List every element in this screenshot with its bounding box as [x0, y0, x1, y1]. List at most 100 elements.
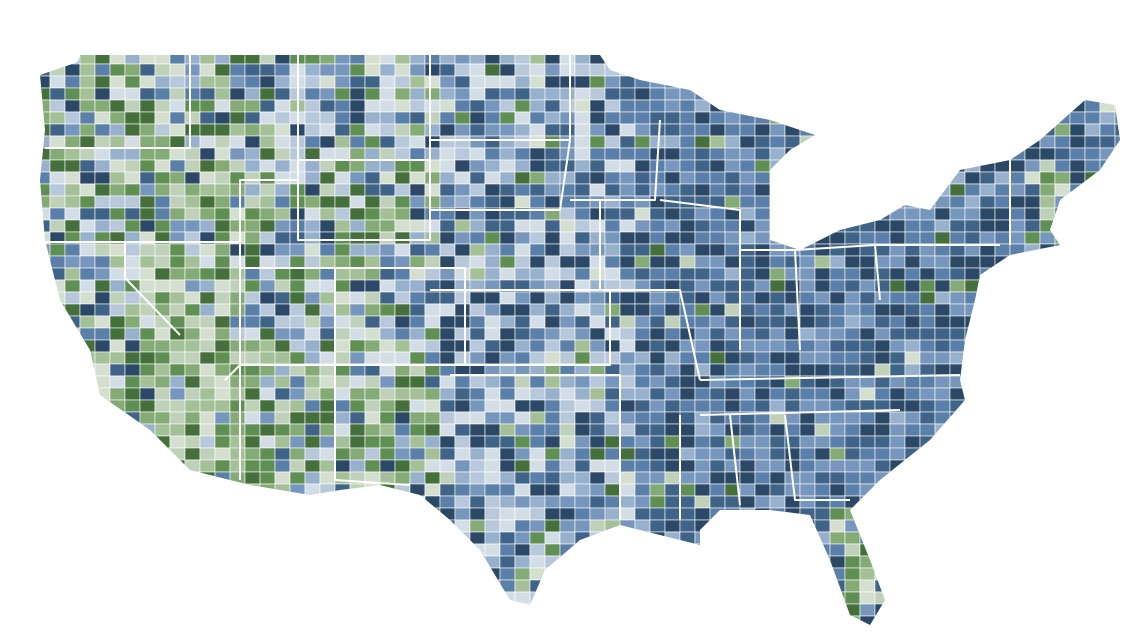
county [139, 387, 156, 401]
county [799, 327, 816, 341]
county [214, 55, 231, 65]
county [964, 231, 981, 245]
county [169, 579, 186, 593]
county [214, 243, 231, 257]
county [109, 123, 126, 137]
county [469, 351, 486, 365]
county [409, 555, 426, 569]
county [379, 135, 396, 149]
county [874, 435, 891, 449]
county [694, 603, 711, 617]
county [829, 255, 846, 269]
county [379, 315, 396, 329]
county [574, 55, 591, 65]
county [364, 411, 381, 425]
county [1069, 159, 1086, 173]
county [1115, 40, 1130, 52]
county [559, 447, 576, 461]
county [259, 483, 276, 497]
county [109, 519, 126, 533]
county [679, 447, 696, 461]
county [1069, 519, 1086, 533]
county [1009, 195, 1026, 209]
county [499, 231, 516, 245]
county [409, 543, 426, 557]
county [904, 231, 921, 245]
state-borders [45, 55, 1011, 520]
county [695, 628, 710, 640]
county [94, 447, 111, 461]
county [1039, 507, 1056, 521]
county [499, 351, 516, 365]
county [709, 555, 726, 569]
county [754, 339, 771, 353]
county [199, 603, 216, 617]
county [64, 219, 81, 233]
county [919, 435, 936, 449]
county [679, 327, 696, 341]
county [469, 591, 486, 605]
county [409, 411, 426, 425]
county [169, 243, 186, 257]
county [260, 628, 275, 640]
county [214, 579, 231, 593]
county [1084, 279, 1101, 293]
county [1054, 183, 1071, 197]
county [695, 40, 710, 52]
county [154, 55, 171, 65]
county [334, 327, 351, 341]
county [214, 399, 231, 413]
county [709, 63, 726, 77]
county [469, 303, 486, 317]
county [829, 183, 846, 197]
county [1039, 579, 1056, 593]
county [979, 591, 996, 605]
county [40, 63, 51, 77]
county [94, 543, 111, 557]
county [40, 603, 51, 617]
county [739, 387, 756, 401]
county [889, 123, 906, 137]
county [214, 435, 231, 449]
county [724, 147, 741, 161]
county [349, 171, 366, 185]
county [184, 603, 201, 617]
county [934, 603, 951, 617]
county [889, 507, 906, 521]
county [79, 375, 96, 389]
county [394, 255, 411, 269]
county [424, 231, 441, 245]
county [1114, 63, 1120, 77]
county [589, 339, 606, 353]
county [319, 327, 336, 341]
county [469, 483, 486, 497]
county [739, 327, 756, 341]
county [514, 255, 531, 269]
county [949, 591, 966, 605]
county [679, 615, 696, 625]
county [905, 628, 920, 640]
county [964, 603, 981, 617]
county [935, 628, 950, 640]
county [319, 411, 336, 425]
county [934, 363, 951, 377]
county [949, 135, 966, 149]
county [184, 267, 201, 281]
county [409, 447, 426, 461]
county [1114, 99, 1120, 113]
county [439, 255, 456, 269]
county [79, 315, 96, 329]
county [199, 387, 216, 401]
county [244, 231, 261, 245]
county [919, 63, 936, 77]
county [64, 279, 81, 293]
county [229, 75, 246, 89]
county [364, 603, 381, 617]
county [709, 303, 726, 317]
county [64, 507, 81, 521]
county [1054, 171, 1071, 185]
county [394, 135, 411, 149]
county [424, 147, 441, 161]
county [394, 231, 411, 245]
county [424, 483, 441, 497]
